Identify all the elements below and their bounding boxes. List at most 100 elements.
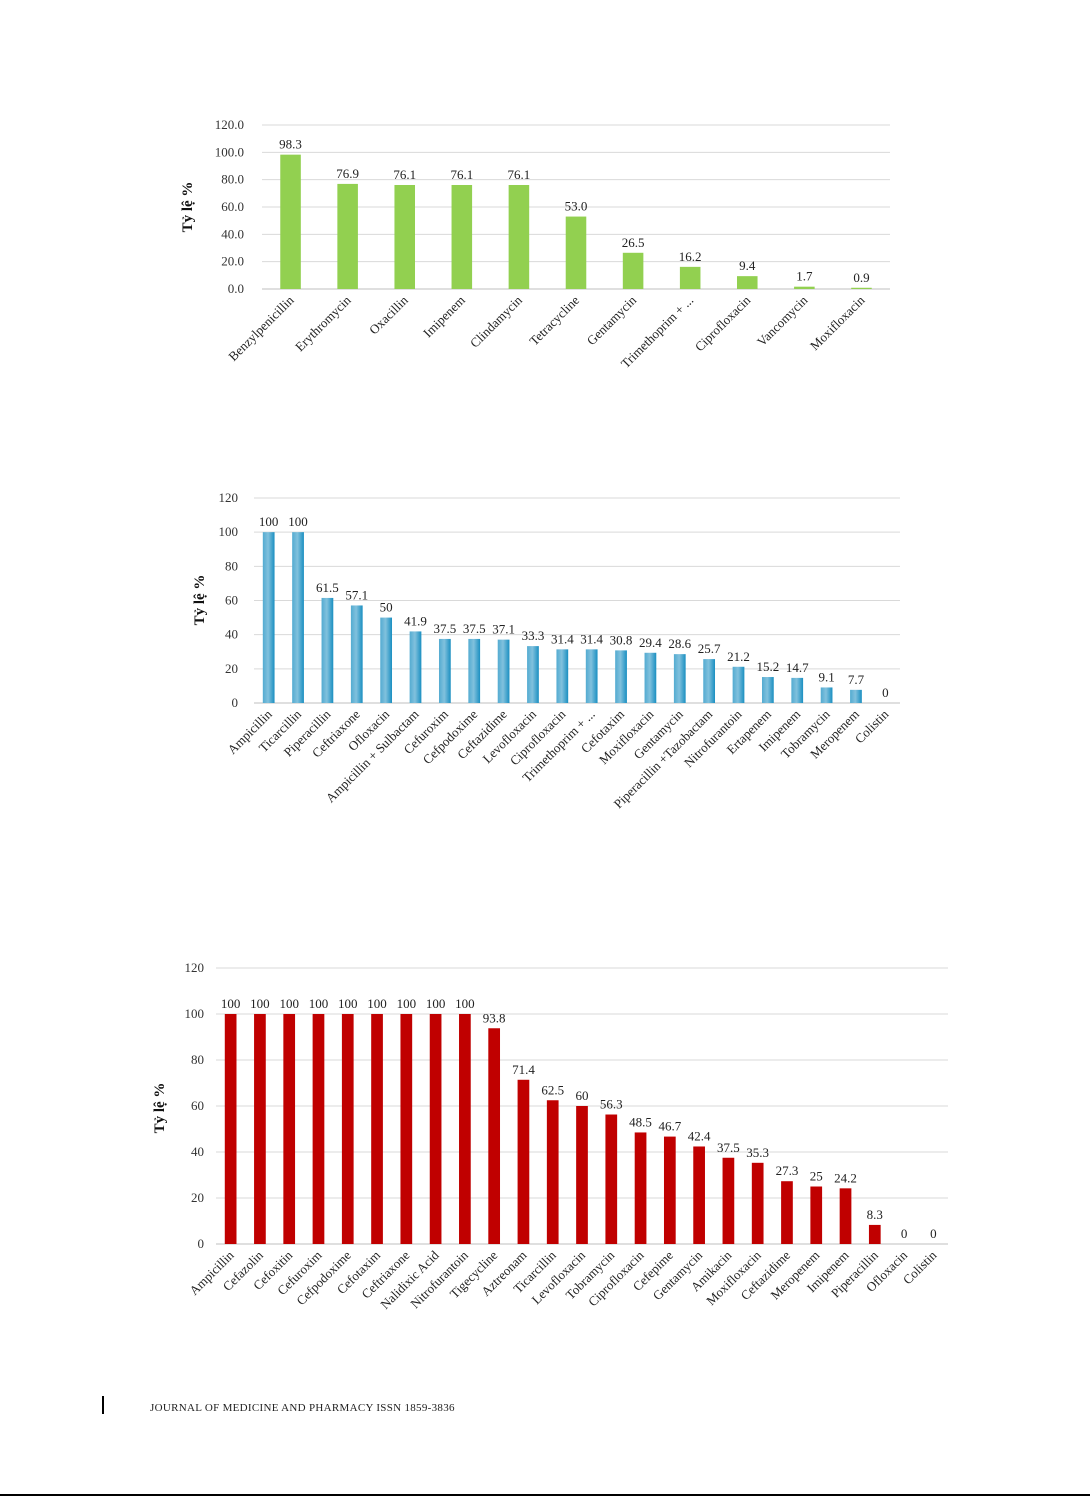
bar xyxy=(337,183,358,289)
bar xyxy=(851,287,872,289)
bar xyxy=(224,1014,237,1244)
y-axis-label: Tỷ lệ % xyxy=(192,575,208,626)
data-label: 25.7 xyxy=(698,641,721,656)
bar xyxy=(556,649,569,703)
data-label: 100 xyxy=(221,996,241,1011)
data-label: 100 xyxy=(397,996,417,1011)
data-label: 30.8 xyxy=(610,632,633,647)
bar xyxy=(350,605,363,703)
bar xyxy=(262,532,275,703)
bar xyxy=(468,638,481,703)
data-label: 98.3 xyxy=(279,137,302,152)
category-label: Vancomycin xyxy=(754,292,811,349)
y-axis-label: Tỷ lệ % xyxy=(152,1083,168,1134)
data-label: 9.4 xyxy=(739,258,756,273)
category-label: Oxacillin xyxy=(366,292,411,337)
data-label: 33.3 xyxy=(522,628,545,643)
data-label: 26.5 xyxy=(622,235,645,250)
bar xyxy=(622,252,644,289)
bar xyxy=(663,1136,676,1244)
bar xyxy=(736,276,758,289)
bar xyxy=(679,266,701,289)
bar xyxy=(585,649,598,703)
data-label: 100 xyxy=(288,514,308,529)
data-label: 15.2 xyxy=(756,659,779,674)
bar xyxy=(751,1162,764,1244)
category-label: Colistin xyxy=(852,706,892,746)
bar xyxy=(488,1028,501,1244)
data-label: 50 xyxy=(380,600,393,615)
data-label: 61.5 xyxy=(316,580,339,595)
data-label: 29.4 xyxy=(639,635,662,650)
y-tick-label: 20 xyxy=(225,661,238,676)
category-label: Erythromycin xyxy=(292,292,354,354)
y-tick-label: 60 xyxy=(191,1098,204,1113)
data-label: 48.5 xyxy=(629,1114,652,1129)
y-tick-label: 80 xyxy=(225,558,238,573)
bar xyxy=(673,654,686,703)
category-label: Imipenem xyxy=(420,293,468,341)
bar xyxy=(565,216,587,289)
data-label: 0 xyxy=(882,685,889,700)
data-label: 76.1 xyxy=(508,167,531,182)
data-label: 76.1 xyxy=(450,167,473,182)
y-tick-label: 20.0 xyxy=(221,254,244,269)
data-label: 8.3 xyxy=(867,1207,883,1222)
bar xyxy=(839,1188,852,1244)
bar xyxy=(761,677,774,703)
data-label: 53.0 xyxy=(565,199,588,214)
bar xyxy=(868,1224,881,1244)
y-tick-label: 60.0 xyxy=(221,199,244,214)
bar xyxy=(527,646,539,703)
data-label: 35.3 xyxy=(746,1145,769,1160)
data-label: 100 xyxy=(250,996,270,1011)
category-label: Moxifloxacin xyxy=(807,292,868,353)
data-label: 16.2 xyxy=(679,249,702,264)
y-tick-label: 120.0 xyxy=(215,117,244,132)
data-label: 41.9 xyxy=(404,613,427,628)
y-axis-label: Tỷ lệ % xyxy=(180,182,196,233)
y-tick-label: 0 xyxy=(198,1236,205,1251)
bar xyxy=(312,1014,325,1244)
y-tick-label: 60 xyxy=(225,593,238,608)
data-label: 37.1 xyxy=(492,622,515,637)
bar xyxy=(722,1157,735,1244)
data-label: 46.7 xyxy=(658,1119,681,1134)
data-label: 76.9 xyxy=(336,166,359,181)
bar xyxy=(409,631,422,703)
data-label: 28.6 xyxy=(668,636,691,651)
y-tick-label: 100 xyxy=(219,524,239,539)
footer-rule xyxy=(102,1396,104,1414)
bar xyxy=(781,1181,793,1244)
bar xyxy=(497,639,510,703)
bar xyxy=(341,1014,354,1244)
bar xyxy=(459,1014,471,1244)
category-label: Clindamycin xyxy=(467,292,525,350)
data-label: 7.7 xyxy=(848,672,865,687)
y-tick-label: 20 xyxy=(191,1190,204,1205)
data-label: 100 xyxy=(259,514,279,529)
data-label: 31.4 xyxy=(551,631,574,646)
data-label: 31.4 xyxy=(580,631,603,646)
data-label: 100 xyxy=(309,996,329,1011)
data-label: 100 xyxy=(338,996,358,1011)
data-label: 71.4 xyxy=(512,1062,535,1077)
data-label: 76.1 xyxy=(393,167,416,182)
y-tick-label: 40 xyxy=(225,627,238,642)
bar xyxy=(615,650,627,703)
y-tick-label: 80 xyxy=(191,1052,204,1067)
bar xyxy=(254,1014,266,1244)
data-label: 56.3 xyxy=(600,1097,623,1112)
bar xyxy=(394,184,416,289)
bar xyxy=(605,1114,618,1244)
bar xyxy=(703,659,716,703)
chart-green: 0.0 20.0 40.0 60.0 80.0 100.0 120.0 Tỷ lệ % 98.3… xyxy=(180,117,890,371)
category-label: Colistin xyxy=(900,1247,940,1287)
y-tick-label: 100 xyxy=(185,1006,205,1021)
bar xyxy=(820,687,833,703)
bar xyxy=(810,1186,823,1244)
y-tick-label: 40.0 xyxy=(221,226,244,241)
bar xyxy=(283,1014,296,1244)
